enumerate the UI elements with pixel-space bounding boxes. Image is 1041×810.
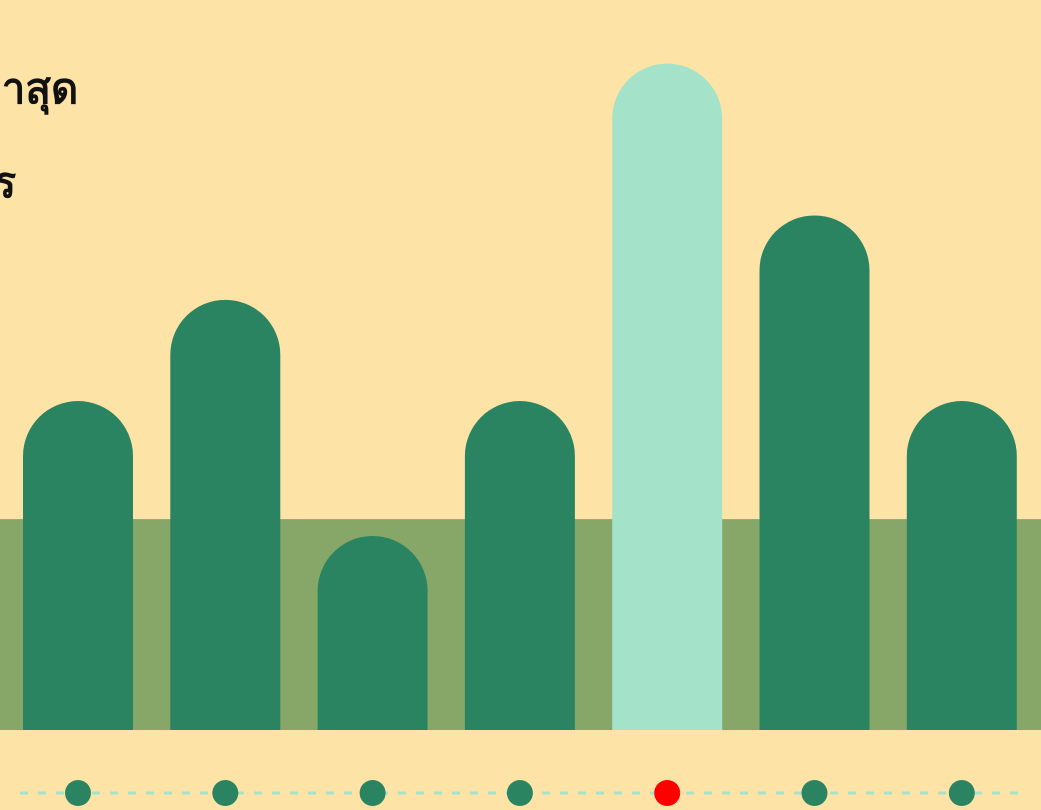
chart-title-line-2: าร [0,158,17,207]
pagination-dot-active[interactable] [654,780,681,806]
bar [170,299,281,730]
bar-highlighted [612,63,723,730]
bar-series [23,63,1017,731]
pagination-dot[interactable] [65,780,91,806]
pagination-dot[interactable] [948,780,975,806]
bar [906,401,1017,730]
pagination-dot[interactable] [506,780,533,806]
pagination-dot[interactable] [801,780,828,806]
pagination-dot[interactable] [359,780,386,806]
chart-title-line-1: ล่าสุด [0,64,79,113]
bar [317,535,428,730]
pagination-dot[interactable] [212,780,239,806]
bar [23,401,133,730]
bar [464,401,575,730]
pagination-dots [20,780,1021,806]
bar [759,215,870,731]
